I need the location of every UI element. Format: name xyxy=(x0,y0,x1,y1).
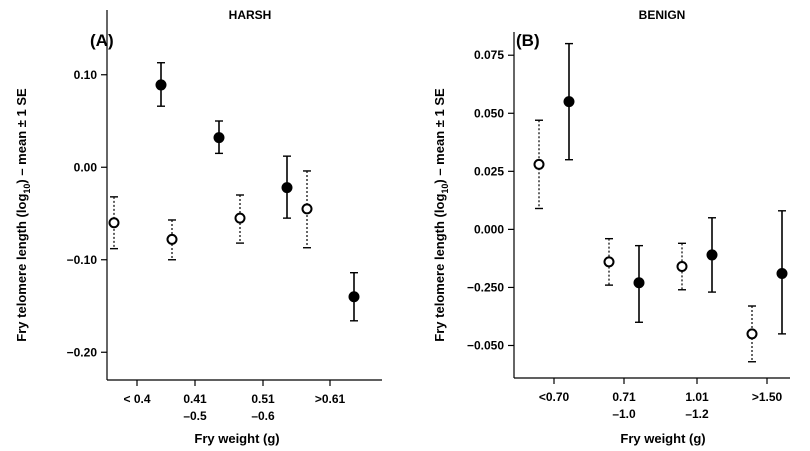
panel-b-y-tick-label: 0.075 xyxy=(474,48,504,62)
panel-b-label: (B) xyxy=(516,31,540,50)
panel-a-x-axis-label: Fry weight (g) xyxy=(194,431,279,446)
panel-a-x-tick-label: 0.51 xyxy=(251,392,275,406)
panel-a-x-tick-label: < 0.4 xyxy=(123,392,150,406)
panel-a-point-filled xyxy=(348,291,360,303)
panel-b-x-tick-label: 1.01 xyxy=(685,390,709,404)
panel-b-point-filled xyxy=(776,268,788,280)
panel-b-y-tick-label: −0.050 xyxy=(467,338,504,352)
panel-a-point-open xyxy=(166,233,178,245)
panel-b-title: BENIGN xyxy=(639,8,686,22)
panel-b: (B) BENIGN Fry telomere length (log10) –… xyxy=(432,8,790,446)
panel-b-point-open xyxy=(746,328,758,340)
panel-a-y-tick-label: −0.10 xyxy=(67,253,98,267)
panel-a-x-tick-label: –0.5 xyxy=(183,409,207,423)
panel-a-title: HARSH xyxy=(229,8,272,22)
panel-b-x-tick-label: >1.50 xyxy=(752,390,783,404)
panel-a-point-filled xyxy=(155,79,167,91)
panel-a-x-tick-label: 0.41 xyxy=(183,392,207,406)
panel-a-x-tick-label: >0.61 xyxy=(315,392,346,406)
panel-b-point-open xyxy=(533,158,545,170)
panel-a-point-filled xyxy=(213,132,225,144)
panel-b-x-tick-label: –1.0 xyxy=(612,407,636,421)
panel-b-point-filled xyxy=(706,249,718,261)
panel-b-x-tick-label: –1.2 xyxy=(685,407,709,421)
panel-a-x-tick-label: –0.6 xyxy=(251,409,275,423)
panel-b-y-tick-label: 0.000 xyxy=(474,222,504,236)
panel-b-x-axis-label: Fry weight (g) xyxy=(620,431,705,446)
panel-a-point-open xyxy=(108,217,120,229)
panel-b-point-filled xyxy=(633,277,645,289)
panel-b-x-tick-label: 0.71 xyxy=(612,390,636,404)
panel-b-y-tick-label: 0.050 xyxy=(474,106,504,120)
panel-a-y-tick-label: 0.10 xyxy=(74,68,98,82)
panel-b-plot-area: 0.075 0.050 0.025 0.000 −0.250 −0.050 <0.70 0.7… xyxy=(467,32,790,421)
panel-b-point-open xyxy=(676,261,688,273)
panel-b-point-open xyxy=(603,256,615,268)
panel-b-y-axis-label: Fry telomere length (log10) – mean ± 1 S… xyxy=(432,88,450,342)
panel-a-y-tick-label: 0.00 xyxy=(74,160,98,174)
panel-b-x-tick-label: <0.70 xyxy=(539,390,570,404)
panel-a-y-axis-label: Fry telomere length (log10) – mean ± 1 S… xyxy=(14,88,32,342)
panel-a: (A) HARSH Fry telomere length (log10) – … xyxy=(14,8,382,446)
panel-a-plot-area: 0.10 0.00 −0.10 −0.20 < 0.4 0.41 –0.5 0.51 –0.6 >… xyxy=(67,10,382,423)
panel-b-y-tick-label: −0.250 xyxy=(467,280,504,294)
panel-b-y-tick-label: 0.025 xyxy=(474,164,504,178)
panel-b-point-filled xyxy=(563,96,575,108)
panel-a-label: (A) xyxy=(90,31,114,50)
panel-a-point-open xyxy=(234,212,246,224)
panel-a-point-filled xyxy=(281,182,293,194)
panel-a-y-tick-label: −0.20 xyxy=(67,345,98,359)
panel-a-point-open xyxy=(301,203,313,215)
